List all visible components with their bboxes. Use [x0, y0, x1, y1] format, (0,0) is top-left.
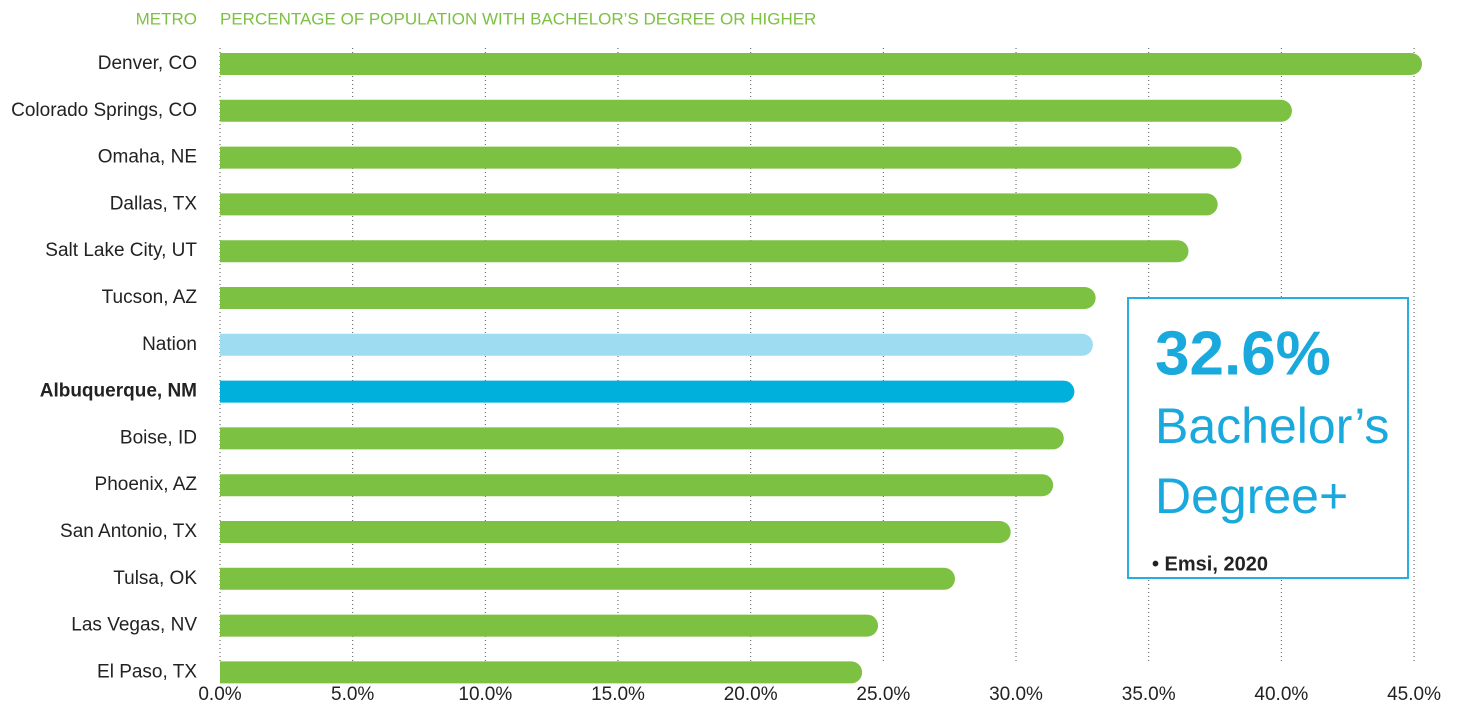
bar: [220, 380, 1075, 403]
bar: [220, 521, 1011, 543]
x-tick-label: 20.0%: [724, 684, 778, 705]
annotation-box: [1127, 297, 1409, 579]
x-tick-label: 30.0%: [989, 684, 1043, 705]
category-header: METRO: [136, 9, 197, 28]
x-tick-label: 10.0%: [458, 684, 512, 705]
y-tick-label: El Paso, TX: [97, 661, 197, 682]
y-tick-label: Nation: [142, 334, 197, 355]
x-tick-label: 45.0%: [1387, 684, 1441, 705]
y-tick-label: San Antonio, TX: [60, 521, 197, 542]
y-tick-label: Tulsa, OK: [113, 568, 197, 589]
x-tick-label: 5.0%: [331, 684, 374, 705]
x-tick-label: 0.0%: [198, 684, 241, 705]
y-tick-label: Colorado Springs, CO: [11, 100, 197, 121]
bar: [220, 53, 1422, 75]
y-tick-label: Albuquerque, NM: [40, 381, 197, 402]
bar: [220, 240, 1189, 263]
bar: [220, 661, 863, 684]
bar: [220, 99, 1292, 122]
bar: [220, 146, 1242, 169]
x-tick-label: 40.0%: [1254, 684, 1308, 705]
y-tick-label: Denver, CO: [98, 53, 197, 74]
y-tick-label: Las Vegas, NV: [71, 615, 197, 636]
bar: [220, 474, 1054, 497]
annotation-value: 32.6%: [1155, 319, 1331, 388]
y-tick-label: Phoenix, AZ: [95, 474, 198, 495]
bar: [220, 567, 955, 590]
bar: [220, 333, 1093, 356]
x-tick-label: 35.0%: [1122, 684, 1176, 705]
x-tick-label: 15.0%: [591, 684, 645, 705]
x-tick-label: 25.0%: [856, 684, 910, 705]
annotation-source: • Emsi, 2020: [1152, 553, 1268, 575]
bar: [220, 614, 879, 637]
y-tick-label: Dallas, TX: [110, 193, 198, 214]
annotation-text: Bachelor’s: [1155, 398, 1389, 454]
y-tick-label: Salt Lake City, UT: [45, 240, 197, 261]
y-tick-label: Omaha, NE: [98, 147, 197, 168]
annotation-text: Degree+: [1155, 468, 1348, 524]
chart-title: PERCENTAGE OF POPULATION WITH BACHELOR’S…: [220, 9, 816, 28]
y-tick-label: Tucson, AZ: [102, 287, 198, 308]
bar: [220, 193, 1218, 216]
y-tick-label: Boise, ID: [120, 427, 197, 448]
bar: [220, 427, 1064, 450]
bar: [220, 287, 1096, 309]
